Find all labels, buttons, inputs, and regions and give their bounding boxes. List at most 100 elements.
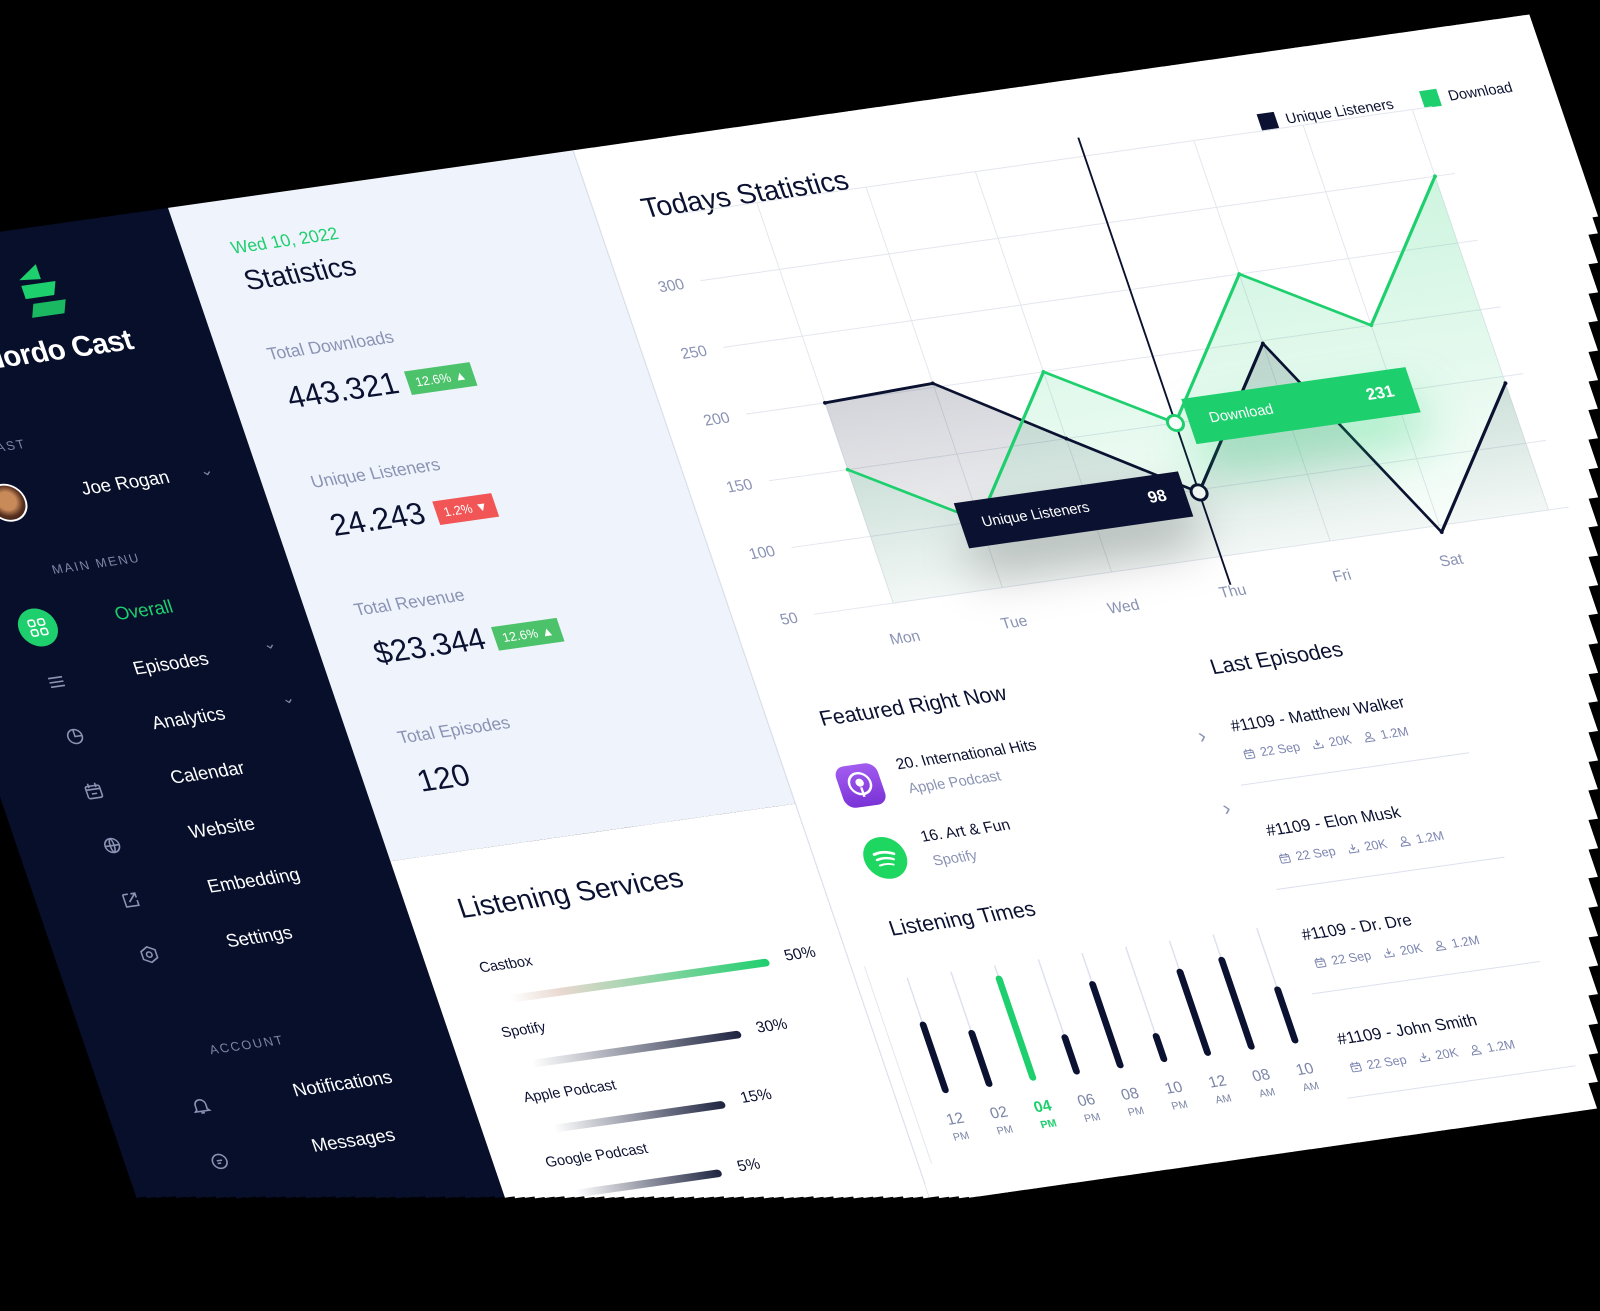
episode-meta: 22 Sep 20K 1.2M [1347,1037,1517,1075]
sidebar-item-label: Messages [308,1125,398,1157]
sidebar-item-website[interactable]: Website [87,793,356,867]
x-tick-label: Sat [1437,551,1466,571]
y-tick-label: 50 [778,610,801,629]
sidebar-item-label: Embedding [204,864,303,898]
listening-bar [1089,981,1124,1069]
data-point [1041,369,1046,374]
listening-bar [1152,1033,1168,1063]
x-tick-label: Tue [999,613,1030,633]
sidebar-item-calendar[interactable]: Calendar [68,738,337,812]
episode-item[interactable]: #1109 - Matthew Walker 22 Sep 20K 1.2M [1228,686,1477,791]
calendar-icon [1314,956,1327,968]
sidebar-item-embedding[interactable]: Embedding [105,848,374,922]
episode-meta: 22 Sep 20K 1.2M [1240,724,1410,762]
list-icon [47,675,66,689]
spotify-icon [857,834,914,882]
download-icon [1384,947,1396,958]
featured-item-source: Apple Podcast [905,767,1004,798]
sidebar-item-overall[interactable]: Overall [12,575,282,649]
calendar-icon [1243,748,1256,759]
hover-cursor-line [1077,137,1232,585]
data-point [1064,436,1069,441]
data-point [1369,323,1374,328]
episode-downloads: 20K [1415,1045,1460,1065]
episode-date-value: 22 Sep [1258,739,1303,759]
calendar-icon [1349,1061,1362,1072]
sidebar-item-notifications[interactable]: Notifications [175,1053,444,1127]
download-icon [1313,739,1325,749]
episode-item[interactable]: #1109 - Dr. Dre 22 Sep 20K 1.2M [1299,894,1548,999]
x-tick-label: Wed [1105,597,1142,618]
sidebar-item-analytics[interactable]: Analytics ⌄ [50,684,319,758]
episode-downloads-value: 20K [1362,836,1389,854]
episode-listeners: 1.2M [1467,1037,1517,1058]
data-point [1237,272,1242,276]
listening-bar [968,1029,993,1087]
y-tick-label: 200 [701,410,732,430]
listening-bar [919,1021,949,1094]
episode-date: 22 Sep [1347,1052,1409,1074]
sidebar-item-label: Settings [223,922,296,952]
download-icon [1348,843,1360,854]
episode-downloads: 20K [1380,941,1425,961]
sidebar-item-label: Website [186,813,258,843]
x-tick-label: Fri [1330,567,1353,586]
y-tick-label: 100 [747,543,778,563]
tooltip-marker [1165,414,1185,433]
tooltip-label: Download [1206,400,1276,426]
episode-date: 22 Sep [1276,844,1338,866]
episode-item[interactable]: #1109 - Elon Musk 22 Sep 20K 1.2M [1263,790,1512,895]
gridline-horizontal [723,239,1478,348]
data-point [845,467,850,472]
user-icon [1472,1044,1483,1056]
x-tick-label: Thu [1217,582,1249,602]
episode-listeners-value: 1.2M [1484,1036,1517,1055]
stat-value: 120 [412,757,475,799]
episode-meta: 22 Sep 20K 1.2M [1311,933,1481,971]
episode-downloads: 20K [1309,731,1354,752]
episode-downloads-value: 20K [1433,1044,1461,1063]
episode-date-value: 22 Sep [1329,947,1374,968]
tooltip-value: 98 [1145,486,1170,508]
listening-times-chart [863,928,1299,1164]
tooltip-value: 231 [1363,381,1397,404]
sidebar-item-episodes[interactable]: Episodes ⌄ [31,629,300,703]
logo-icon [19,264,66,318]
episode-date-value: 22 Sep [1364,1052,1409,1072]
y-tick-label: 150 [724,476,755,496]
episode-downloads-value: 20K [1397,940,1425,958]
sidebar-item-settings[interactable]: Settings [124,902,393,976]
episode-item[interactable]: #1109 - John Smith 22 Sep 20K 1.2M [1334,999,1583,1104]
featured-item[interactable]: 16. Art & Fun Spotify › [857,785,1249,887]
data-point [1433,174,1438,179]
download-icon [1419,1052,1431,1062]
episode-listeners-value: 1.2M [1413,828,1446,847]
chevron-right-icon[interactable]: › [1218,795,1234,821]
gridline-horizontal [700,172,1456,282]
chevron-right-icon[interactable]: › [1194,723,1210,748]
listening-bar [995,975,1037,1081]
gear-icon [140,945,159,964]
data-point [930,381,935,386]
episode-date: 22 Sep [1311,948,1373,970]
sidebar-item-messages[interactable]: Messages [194,1109,463,1183]
episode-listeners: 1.2M [1360,724,1410,745]
featured-item[interactable]: 20. International Hits Apple Podcast › [832,713,1224,815]
calendar-icon [84,782,104,800]
data-point [1503,381,1508,386]
episode-downloads-value: 20K [1326,731,1354,750]
listening-bar [1218,956,1255,1050]
gridline-horizontal [677,106,1433,215]
bell-icon [193,1099,212,1114]
episode-meta: 22 Sep 20K 1.2M [1276,828,1446,866]
divider [863,966,933,1164]
user-icon [1401,835,1412,847]
episode-listeners: 1.2M [1431,933,1481,954]
user-icon [1365,731,1376,742]
tooltip-label: Unique Listeners [979,499,1092,531]
data-point [1260,341,1265,346]
listening-bar [1176,968,1211,1056]
y-tick-label: 300 [656,276,687,296]
pie-chart-icon [66,728,84,745]
episode-listeners: 1.2M [1396,828,1446,849]
